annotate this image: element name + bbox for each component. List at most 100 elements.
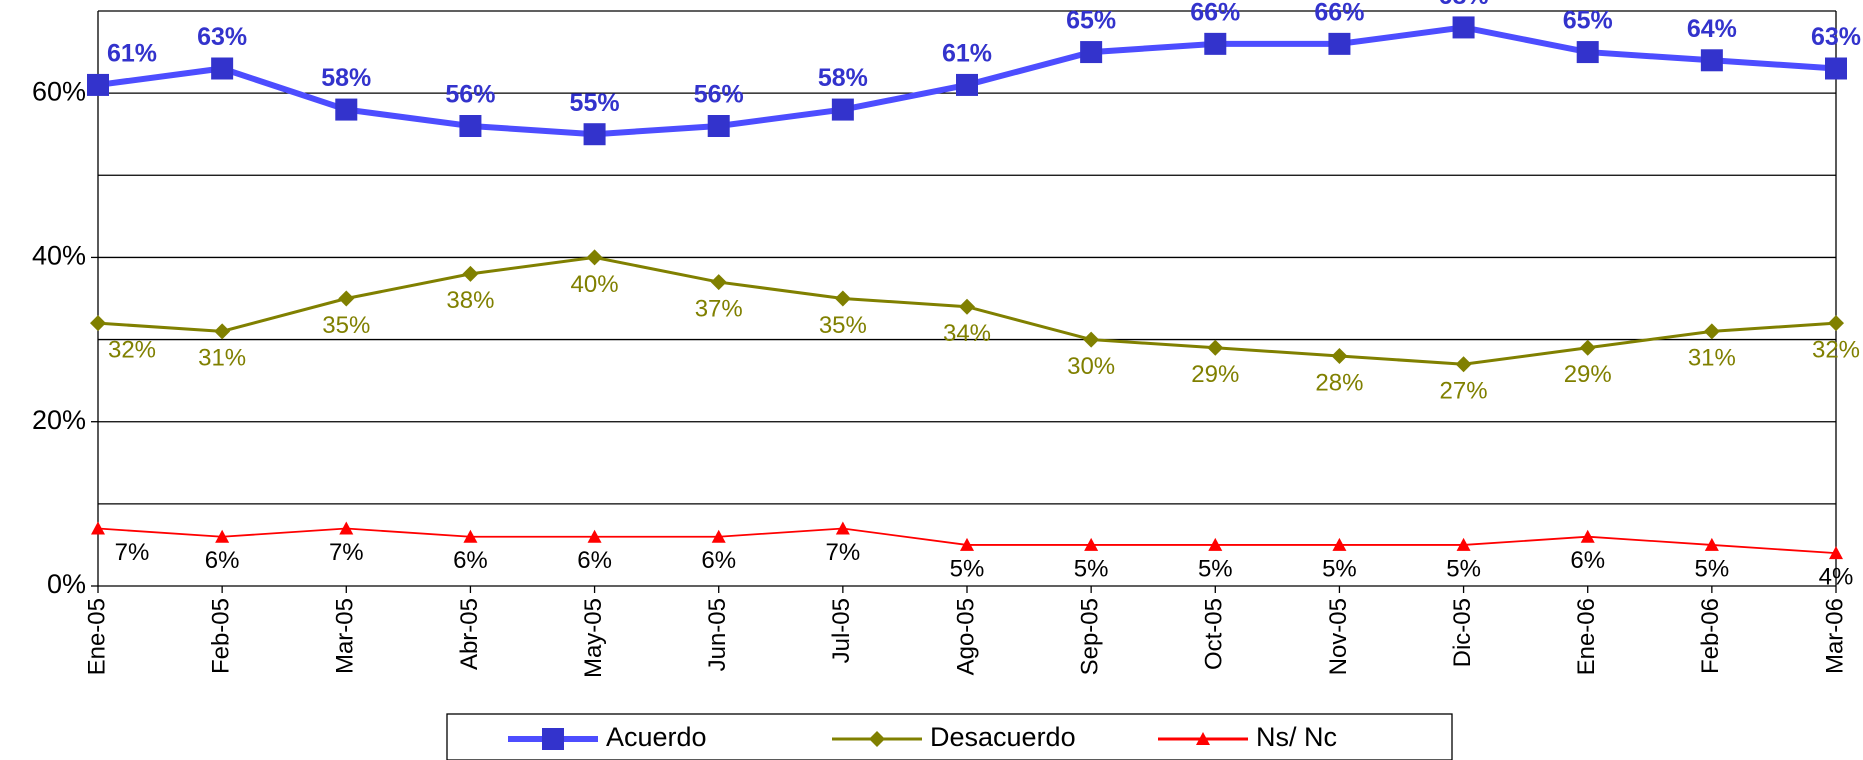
data-label: 7% — [115, 539, 150, 566]
legend-box — [446, 713, 1453, 760]
marker — [959, 298, 975, 315]
x-tick-label: Ene-06 — [1573, 598, 1600, 675]
data-label: 5% — [950, 555, 985, 582]
marker — [587, 529, 602, 543]
marker — [215, 529, 230, 543]
marker — [1080, 41, 1103, 64]
data-label: 5% — [1322, 555, 1357, 582]
data-label: 5% — [1198, 555, 1233, 582]
marker — [1828, 315, 1844, 332]
data-label: 5% — [1074, 555, 1109, 582]
x-tick-label: Jul-05 — [828, 598, 855, 663]
marker — [1825, 57, 1847, 80]
data-label: 58% — [818, 64, 868, 92]
data-label: 58% — [321, 64, 371, 92]
marker — [1332, 537, 1347, 551]
data-label: 56% — [694, 81, 744, 109]
series: 7% 6% 7% 6% 6% 6% 7% 5% 5% 5% 5% 5% 6% 5% 4% — [91, 521, 1854, 590]
data-label: 6% — [453, 547, 488, 574]
x-tick-label: Feb-05 — [207, 598, 234, 674]
marker — [214, 323, 231, 340]
marker — [835, 521, 850, 535]
data-label: 27% — [1440, 378, 1488, 405]
marker — [1196, 732, 1210, 745]
x-tick-label: Oct-05 — [1201, 598, 1228, 670]
data-label: 34% — [943, 320, 991, 347]
data-label: 7% — [826, 539, 861, 566]
marker — [1208, 537, 1223, 551]
data-label: 5% — [1695, 555, 1730, 582]
marker — [1084, 537, 1099, 551]
marker — [834, 290, 851, 307]
data-label: 63% — [1811, 23, 1861, 51]
series: 32% 31% 35% 38% 40% 37% 35% 34% 30% 29% 28% 27% 29% 3… — [90, 249, 1860, 405]
data-label: 55% — [570, 89, 620, 117]
marker — [1455, 356, 1472, 373]
marker — [90, 315, 106, 332]
x-tick-label: Mar-06 — [1821, 598, 1848, 674]
data-label: 6% — [701, 547, 736, 574]
data-label: 32% — [1812, 336, 1860, 363]
marker — [960, 537, 974, 551]
x-tick-label: Abr-05 — [456, 598, 483, 670]
x-tick-label: Dic-05 — [1449, 598, 1476, 667]
data-label: 35% — [819, 312, 867, 339]
legend-label: Desacuerdo — [930, 722, 1076, 752]
data-label: 4% — [1819, 563, 1854, 590]
x-tick-label: Sep-05 — [1076, 598, 1103, 675]
x-tick-label: Mar-05 — [332, 598, 359, 674]
data-label: 65% — [1563, 7, 1613, 35]
y-tick-label: 20% — [32, 405, 86, 435]
data-label: 31% — [1688, 345, 1736, 372]
x-tick-label: May-05 — [580, 598, 607, 678]
legend-label: Ns/ Nc — [1256, 722, 1337, 752]
data-label: 66% — [1190, 0, 1240, 26]
marker — [956, 73, 978, 96]
data-label: 6% — [577, 547, 612, 574]
marker — [586, 249, 603, 266]
y-tick-label: 0% — [47, 569, 86, 599]
marker — [462, 265, 479, 282]
marker — [1452, 16, 1475, 39]
marker — [869, 731, 885, 747]
marker — [91, 521, 105, 535]
marker — [583, 123, 606, 146]
x-tick-label: Ene-05 — [83, 598, 110, 675]
marker — [338, 290, 355, 307]
data-label: 31% — [198, 345, 246, 372]
data-label: 64% — [1687, 15, 1737, 43]
marker — [87, 73, 109, 96]
marker — [707, 115, 730, 137]
marker — [335, 98, 358, 121]
marker — [1829, 546, 1843, 560]
data-label: 63% — [197, 23, 247, 51]
data-label: 32% — [108, 336, 156, 363]
y-tick-label: 40% — [32, 241, 86, 271]
marker — [463, 529, 478, 543]
data-label: 6% — [205, 547, 240, 574]
marker — [542, 728, 564, 750]
x-tick-label: Nov-05 — [1325, 598, 1352, 675]
x-tick-label: Jun-05 — [704, 598, 731, 671]
data-label: 29% — [1564, 361, 1612, 388]
data-label: 6% — [1570, 547, 1605, 574]
marker — [710, 274, 727, 291]
data-label: 56% — [445, 81, 495, 109]
data-label: 35% — [322, 312, 370, 339]
marker — [1704, 537, 1719, 551]
marker — [1328, 32, 1351, 55]
marker — [711, 529, 726, 543]
data-label: 29% — [1191, 361, 1239, 388]
data-label: 61% — [107, 40, 157, 68]
marker — [1207, 339, 1224, 356]
marker — [1700, 49, 1723, 72]
data-label: 38% — [446, 287, 494, 314]
data-label: 7% — [329, 539, 364, 566]
marker — [1580, 529, 1595, 543]
data-label: 30% — [1067, 353, 1115, 380]
data-label: 5% — [1446, 555, 1481, 582]
marker — [1576, 41, 1599, 64]
x-tick-label: Ago-05 — [952, 598, 979, 675]
